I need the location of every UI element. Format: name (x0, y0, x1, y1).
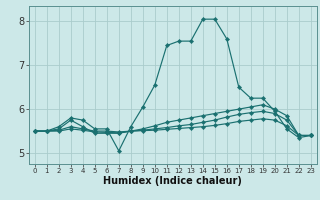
X-axis label: Humidex (Indice chaleur): Humidex (Indice chaleur) (103, 176, 242, 186)
